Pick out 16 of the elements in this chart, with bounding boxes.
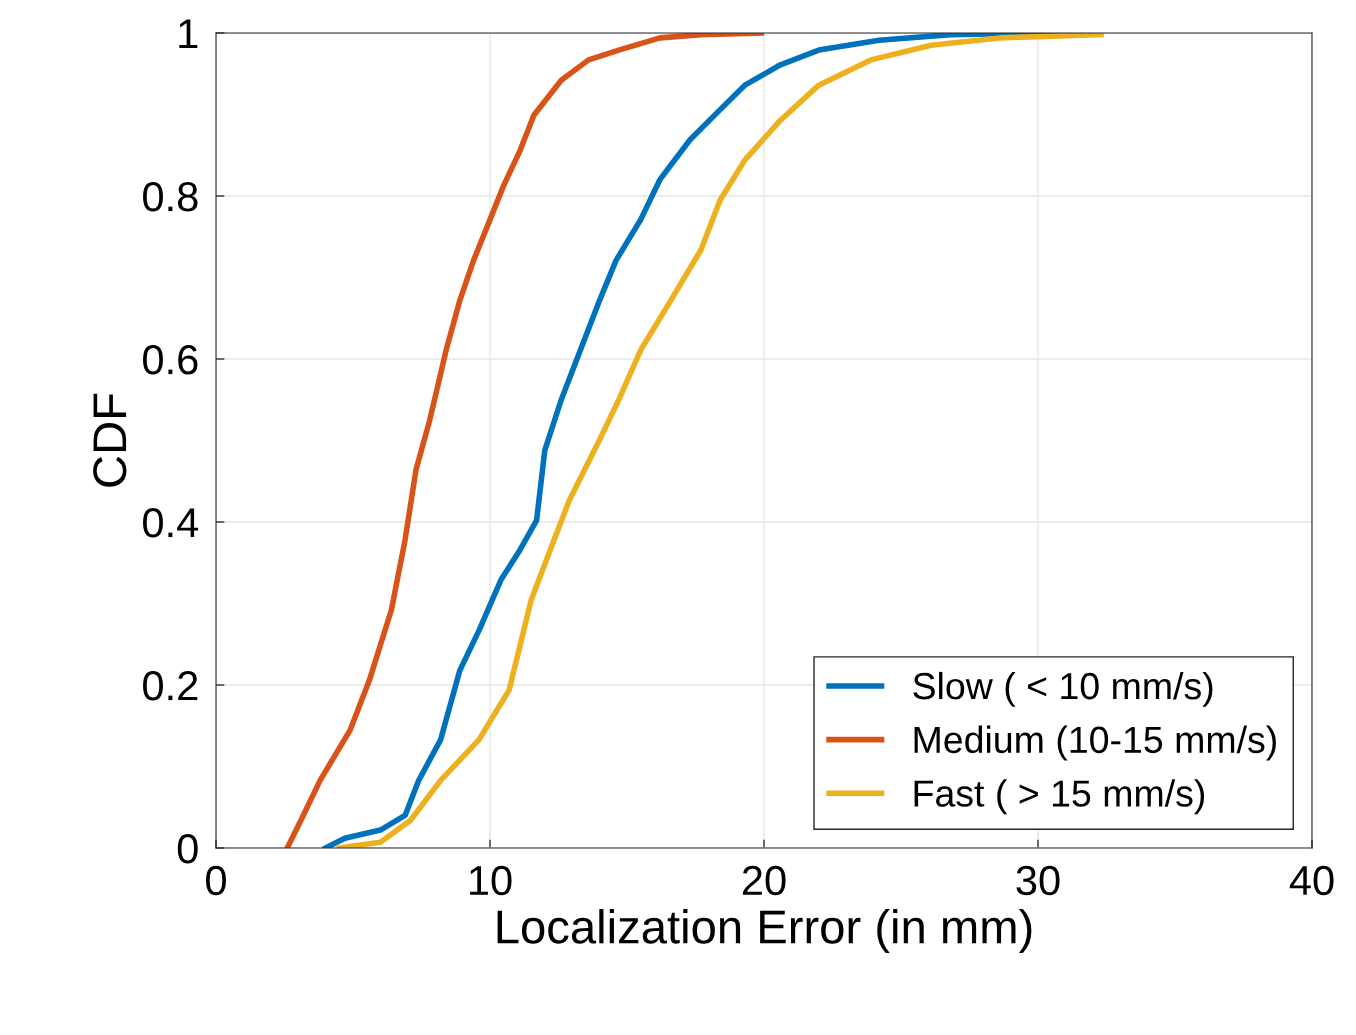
y-tick-label: 0.6: [143, 345, 198, 375]
y-axis-title: CDF: [93, 393, 127, 487]
x-axis-title: Localization Error (in mm): [497, 909, 1032, 954]
x-tick-label: 20: [742, 865, 786, 896]
y-tick-label: 0.4: [143, 508, 199, 538]
x-tick-label: 0: [206, 865, 226, 896]
x-tick-label: 40: [1289, 865, 1334, 896]
legend-label: Medium (10-15 mm/s): [914, 725, 1276, 761]
y-tick-label: 1: [179, 19, 198, 49]
legend-label: Fast ( > 15 mm/s): [914, 779, 1205, 815]
y-tick-label: 0: [177, 834, 198, 864]
legend-label: Slow ( < 10 mm/s): [913, 671, 1213, 707]
y-tick-label: 0.2: [143, 671, 198, 701]
y-tick-label: 0.8: [143, 182, 198, 212]
x-tick-label: 10: [470, 865, 512, 896]
x-tick-label: 30: [1016, 865, 1060, 896]
